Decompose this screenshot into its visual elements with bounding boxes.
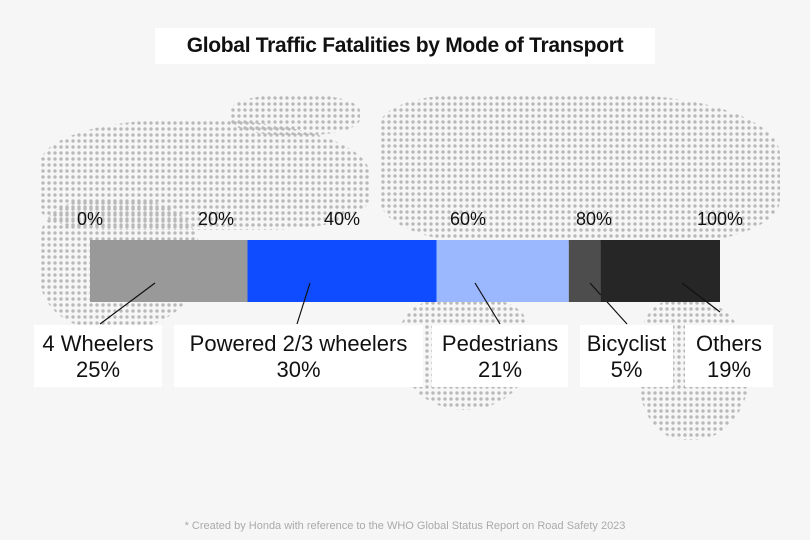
series-value: 19% [706,357,752,382]
leader-line [99,282,156,325]
leader-line [681,282,721,313]
data-label: Pedestrians 21% [432,325,568,387]
tick-label: 100% [697,209,743,229]
data-label: 4 Wheelers 25% [34,325,162,387]
bar-segment-powered-2-3-wheelers [247,240,437,302]
bar-segment-bicyclist [568,240,601,302]
bar-segment-4-wheelers [90,240,248,302]
series-name: Others [695,331,763,356]
bar-segment-pedestrians [436,240,569,302]
series-value: 30% [276,357,321,382]
footnote: * Created by Honda with reference to the… [184,520,626,532]
series-value: 21% [477,357,523,382]
tick-label: 40% [324,209,360,229]
leader-line [589,282,628,325]
tick-label: 60% [450,209,486,229]
series-name: Powered 2/3 wheelers [189,331,408,356]
world-map-dots [380,95,780,245]
series-name: Pedestrians [441,331,559,356]
series-value: 5% [610,357,643,382]
chart-title: Global Traffic Fatalities by Mode of Tra… [155,28,655,64]
data-label: Others 19% [685,325,773,387]
tick-label: 20% [198,209,234,229]
series-value: 25% [75,357,121,382]
data-label: Bicyclist 5% [580,325,673,387]
world-map-dots [230,95,360,135]
series-name: 4 Wheelers [42,331,154,356]
leader-line [296,282,311,325]
leader-line [474,282,501,325]
bar-segment-others [600,240,720,302]
data-label: Powered 2/3 wheelers 30% [174,325,423,387]
tick-label: 0% [77,209,103,229]
series-name: Bicyclist [586,331,667,356]
tick-label: 80% [576,209,612,229]
